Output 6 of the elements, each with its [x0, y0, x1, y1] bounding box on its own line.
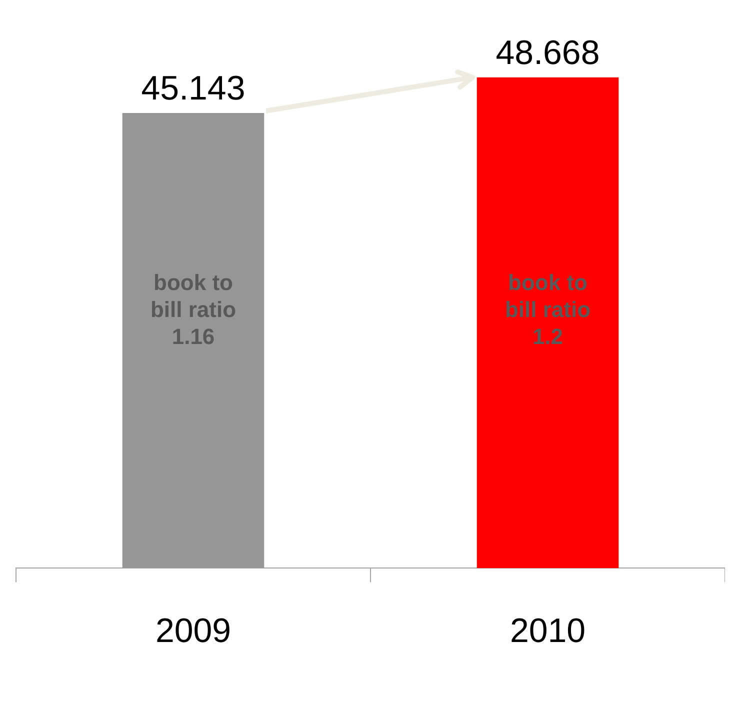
x-tick-label: 2009 [155, 612, 232, 650]
annotation: book to bill ratio 1.2 [504, 270, 591, 350]
data-label: 48.668 [496, 34, 600, 72]
x-tick-label: 2010 [510, 612, 586, 650]
data-label: 45.143 [141, 69, 246, 108]
annotation: book to bill ratio 1.16 [150, 270, 236, 350]
